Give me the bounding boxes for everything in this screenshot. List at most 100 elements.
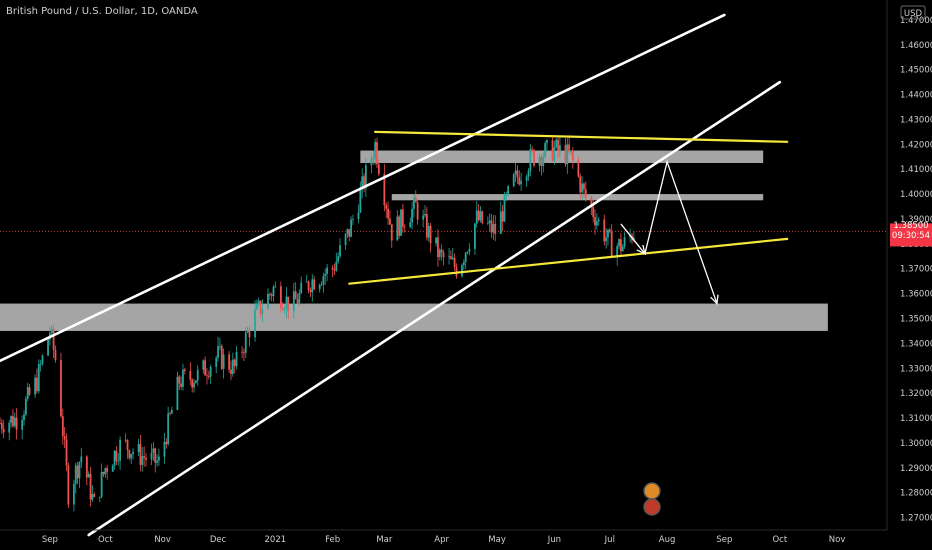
- candle-body: [595, 221, 598, 226]
- candle: [492, 214, 495, 240]
- time-axis[interactable]: Sep Oct Nov Dec 2021 Feb Mar Apr May Jun Jul Aug Sep…: [0, 529, 887, 545]
- candle-body: [514, 170, 517, 175]
- candle: [78, 461, 81, 489]
- candle-body: [403, 226, 406, 228]
- triangle-upper-line[interactable]: [374, 130, 789, 143]
- candle: [193, 378, 195, 393]
- event-badge-icon[interactable]: [643, 498, 661, 516]
- candle-body: [437, 237, 439, 258]
- candle-body: [141, 456, 144, 465]
- candle: [117, 453, 120, 466]
- candle-body: [113, 450, 116, 466]
- candle-body: [117, 460, 120, 462]
- candle-body: [207, 375, 210, 377]
- candle-body: [400, 209, 402, 236]
- candle-body: [182, 369, 184, 387]
- triangle-lower-line[interactable]: [348, 237, 789, 285]
- price-zone[interactable]: [0, 303, 828, 331]
- candle: [427, 222, 430, 242]
- candle-body: [191, 379, 194, 388]
- candle-body: [357, 212, 360, 220]
- event-badge-icon[interactable]: [643, 482, 661, 500]
- candle-body: [93, 494, 96, 497]
- price-zone[interactable]: [391, 194, 764, 201]
- candle-body: [320, 284, 323, 286]
- candle-body: [307, 281, 310, 290]
- candle: [425, 207, 428, 241]
- candle: [507, 185, 510, 197]
- candle-body: [204, 360, 207, 376]
- candle: [333, 263, 336, 275]
- candle: [169, 411, 171, 416]
- candle-body: [91, 494, 94, 500]
- candle-body: [257, 300, 260, 305]
- candle-body: [326, 267, 328, 274]
- candle: [451, 247, 454, 261]
- candle: [285, 287, 288, 319]
- candle-body: [41, 355, 44, 364]
- candle: [546, 139, 548, 152]
- candle-body: [525, 176, 528, 181]
- projection-path[interactable]: [620, 159, 718, 304]
- candle: [259, 300, 262, 318]
- candle-body: [158, 456, 160, 461]
- candle: [102, 471, 105, 477]
- candle: [337, 252, 340, 264]
- candle-body: [621, 246, 624, 252]
- candle: [311, 274, 314, 302]
- candle-body: [274, 286, 277, 288]
- candle-body: [370, 158, 373, 166]
- candle: [566, 138, 569, 174]
- candle: [194, 380, 197, 384]
- candle-body: [98, 496, 101, 498]
- candle: [15, 408, 18, 440]
- candle: [150, 443, 153, 466]
- candle-body: [193, 382, 195, 388]
- candle: [272, 284, 275, 302]
- candle: [73, 479, 75, 512]
- candle: [158, 448, 160, 466]
- candle-body: [411, 208, 413, 223]
- candle: [98, 496, 101, 503]
- candle-body: [222, 354, 225, 369]
- channel-lower-trendline[interactable]: [87, 80, 782, 537]
- currency-badge[interactable]: [900, 5, 926, 20]
- candle-body: [106, 468, 109, 472]
- candle: [503, 191, 506, 223]
- candle-body: [490, 220, 493, 233]
- candle-body: [65, 439, 68, 466]
- candle: [505, 191, 508, 202]
- candle-body: [584, 189, 587, 198]
- price-tick-label: 1.42000: [900, 140, 932, 150]
- time-tick-label: Nov: [829, 535, 846, 545]
- candle-body: [313, 279, 316, 290]
- candle: [464, 251, 467, 269]
- candle-body: [268, 293, 271, 295]
- candle: [322, 272, 325, 293]
- candle: [344, 232, 347, 250]
- candle: [37, 359, 40, 394]
- candle-body: [416, 202, 419, 220]
- candle-body: [241, 351, 243, 353]
- candle: [623, 232, 626, 250]
- candle-body: [255, 304, 258, 310]
- candle-body: [298, 292, 301, 304]
- candle: [533, 149, 535, 168]
- time-tick-label: Oct: [772, 535, 787, 545]
- candle: [93, 492, 96, 498]
- channel-mid-trendline[interactable]: [0, 13, 726, 363]
- candle: [270, 292, 273, 302]
- candle: [621, 243, 624, 252]
- candle-body: [37, 364, 40, 392]
- candle: [231, 352, 234, 377]
- candle-body: [610, 232, 613, 257]
- candle-body: [292, 291, 295, 311]
- candle: [490, 213, 493, 239]
- event-markers[interactable]: [643, 482, 661, 516]
- candle: [579, 173, 582, 199]
- candle-body: [34, 377, 37, 395]
- candle: [67, 462, 70, 509]
- price-axis[interactable]: 1.27000 1.28000 1.29000 1.30000 1.31000 1.320…: [886, 0, 932, 530]
- candle: [65, 433, 68, 472]
